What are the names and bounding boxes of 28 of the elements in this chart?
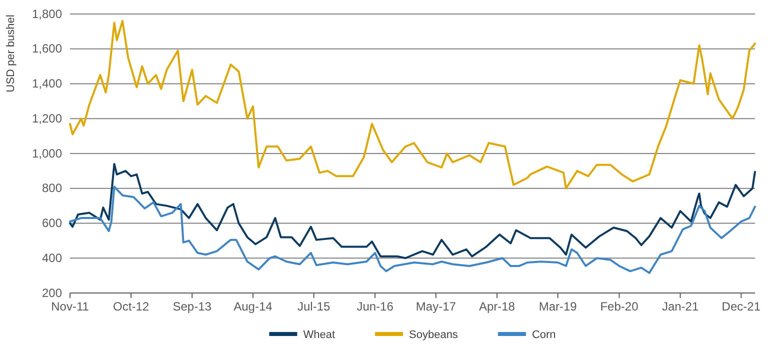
x-tick-label: Feb-20 (600, 300, 639, 314)
x-tick-label: Jun-16 (356, 300, 394, 314)
y-axis-title: USD per bushel (5, 14, 17, 92)
legend-label: Soybeans (409, 329, 458, 341)
y-tick-label: 800 (42, 181, 62, 196)
x-tick-label: Oct-12 (113, 300, 150, 314)
x-tick-label: Jul-15 (297, 300, 330, 314)
y-tick-label: 1,000 (32, 146, 62, 160)
y-tick-label: 200 (42, 286, 62, 300)
y-tick-label: 600 (42, 216, 62, 230)
legend-label: Wheat (303, 329, 336, 341)
x-tick-label: May-17 (416, 300, 456, 314)
line-series (69, 186, 756, 274)
y-tick-label: 400 (42, 250, 62, 265)
y-tick-label: 1,800 (32, 6, 62, 21)
x-tick-label: Dec-21 (722, 300, 761, 314)
x-tick-label: Mar-19 (538, 300, 578, 314)
y-tick-label: 1,400 (32, 76, 62, 91)
x-tick-label: Apr-18 (478, 300, 516, 314)
y-tick-label: 1,600 (32, 42, 62, 56)
line-series (69, 20, 756, 190)
x-tick-label: Sep-13 (172, 300, 212, 314)
line-series (69, 162, 756, 260)
x-tick-label: Jan-21 (662, 300, 699, 314)
y-tick-label: 1,200 (32, 111, 62, 126)
x-tick-label: Aug-14 (234, 300, 273, 314)
legend-label: Corn (532, 329, 556, 341)
x-tick-label: Nov-11 (51, 300, 90, 314)
